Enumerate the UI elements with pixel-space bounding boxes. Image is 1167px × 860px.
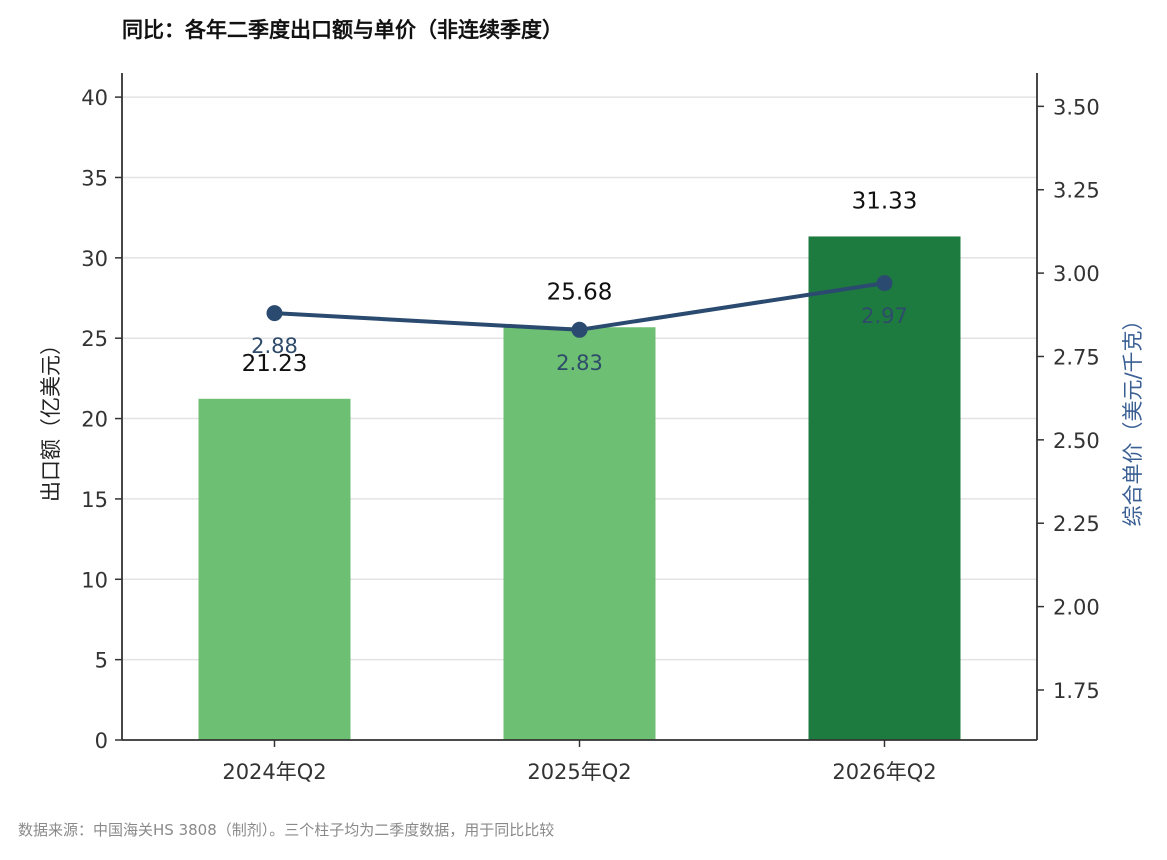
left-tick-label: 25 xyxy=(81,327,108,351)
bar-value-label: 31.33 xyxy=(852,188,918,214)
x-tick-label: 2026年Q2 xyxy=(832,760,936,784)
right-tick-label: 2.75 xyxy=(1053,345,1100,369)
right-tick-label: 2.50 xyxy=(1053,429,1100,453)
bar xyxy=(503,327,656,740)
right-tick-label: 2.25 xyxy=(1053,512,1100,536)
left-axis-ticks: 0 5 10 15 20 25 30 35 40 xyxy=(81,86,122,753)
bar xyxy=(198,398,351,740)
bar-value-label: 21.23 xyxy=(242,351,308,377)
line-series: 2.88 2.83 2.97 xyxy=(251,275,908,375)
left-tick-label: 35 xyxy=(81,166,108,190)
price-point-label: 2.97 xyxy=(861,304,908,328)
price-point-label: 2.83 xyxy=(556,351,603,375)
right-tick-label: 2.00 xyxy=(1053,596,1100,620)
left-tick-label: 10 xyxy=(81,568,108,592)
left-tick-label: 0 xyxy=(95,729,108,753)
left-tick-label: 20 xyxy=(81,408,108,432)
left-axis-title: 出口额（亿美元） xyxy=(39,334,63,502)
source-footnote: 数据来源：中国海关HS 3808（制剂）。三个柱子均为二季度数据，用于同比比较 xyxy=(18,821,555,839)
right-tick-label: 3.50 xyxy=(1053,95,1100,119)
right-axis-ticks: 1.75 2.00 2.25 2.50 2.75 3.00 3.25 3.50 xyxy=(1037,95,1100,703)
price-point xyxy=(876,275,893,292)
price-point-label: 2.88 xyxy=(251,334,298,358)
right-tick-label: 1.75 xyxy=(1053,679,1100,703)
bar-value-label: 25.68 xyxy=(547,279,613,305)
bar-value-labels: 21.23 25.68 31.33 xyxy=(242,188,918,376)
chart-title: 同比：各年二季度出口额与单价（非连续季度） xyxy=(122,18,563,42)
right-tick-label: 3.25 xyxy=(1053,179,1100,203)
x-tick-label: 2025年Q2 xyxy=(527,760,631,784)
left-tick-label: 30 xyxy=(81,247,108,271)
right-axis-title: 综合单价（美元/千克） xyxy=(1121,309,1145,526)
left-tick-label: 40 xyxy=(81,86,108,110)
price-point xyxy=(266,305,283,322)
x-axis-ticks: 2024年Q2 2025年Q2 2026年Q2 xyxy=(222,740,937,784)
left-tick-label: 5 xyxy=(95,649,108,673)
left-tick-label: 15 xyxy=(81,488,108,512)
right-tick-label: 3.00 xyxy=(1053,262,1100,286)
price-point xyxy=(571,321,588,338)
x-tick-label: 2024年Q2 xyxy=(222,760,326,784)
bar xyxy=(808,236,961,740)
bar-series xyxy=(198,236,961,740)
